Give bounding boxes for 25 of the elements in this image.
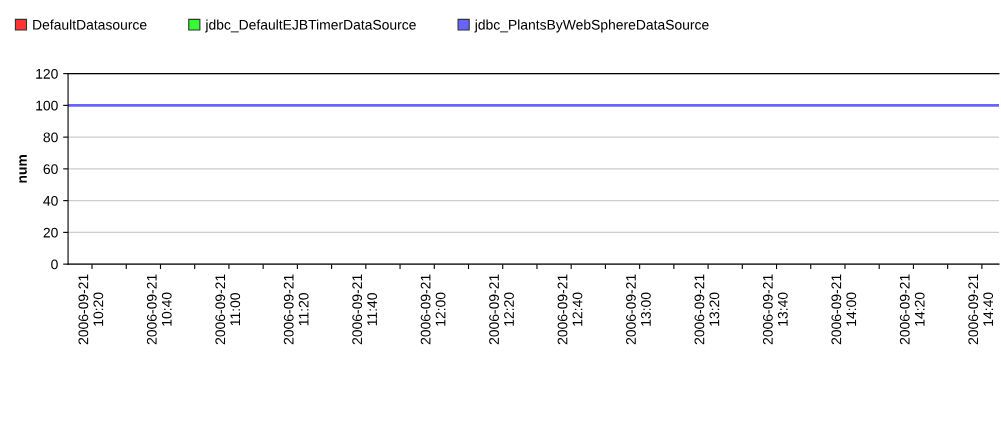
x-tick-label: 2006-09-21 11:00	[215, 274, 241, 345]
x-tick-label: 2006-09-21 13:20	[694, 274, 720, 345]
y-tick-label: 120	[36, 68, 58, 79]
y-tick-label: 80	[43, 132, 58, 143]
x-tick-label: 2006-09-21 13:40	[762, 274, 788, 345]
x-tick-label: 2006-09-21 10:20	[78, 274, 104, 345]
y-tick-label: 60	[43, 164, 58, 175]
legend-label: jdbc_DefaultEJBTimerDataSource	[205, 19, 416, 33]
y-tick-label: 20	[43, 227, 58, 238]
x-tick-label: 2006-09-21 14:20	[899, 274, 925, 345]
x-tick-label: 2006-09-21 12:00	[420, 274, 446, 345]
x-tick-label: 2006-09-21 11:40	[352, 274, 378, 345]
y-tick-label: 100	[36, 100, 58, 111]
x-tick-label: 2006-09-21 14:40	[968, 274, 994, 345]
x-tick-label: 2006-09-21 12:40	[557, 274, 583, 345]
y-axis-title: num	[19, 155, 27, 183]
y-tick-label: 0	[51, 259, 58, 270]
x-tick-label: 2006-09-21 14:00	[831, 274, 857, 345]
x-tick-label: 2006-09-21 13:00	[626, 274, 651, 345]
x-tick-label: 2006-09-21 11:20	[283, 274, 309, 345]
legend-label: jdbc_PlantsByWebSphereDataSource	[474, 19, 709, 33]
x-tick-label: 2006-09-21 10:40	[146, 274, 172, 345]
x-tick-label: 2006-09-21 12:20	[489, 274, 514, 345]
y-tick-label: 40	[43, 195, 58, 206]
legend-label: DefaultDatasource	[33, 19, 147, 30]
